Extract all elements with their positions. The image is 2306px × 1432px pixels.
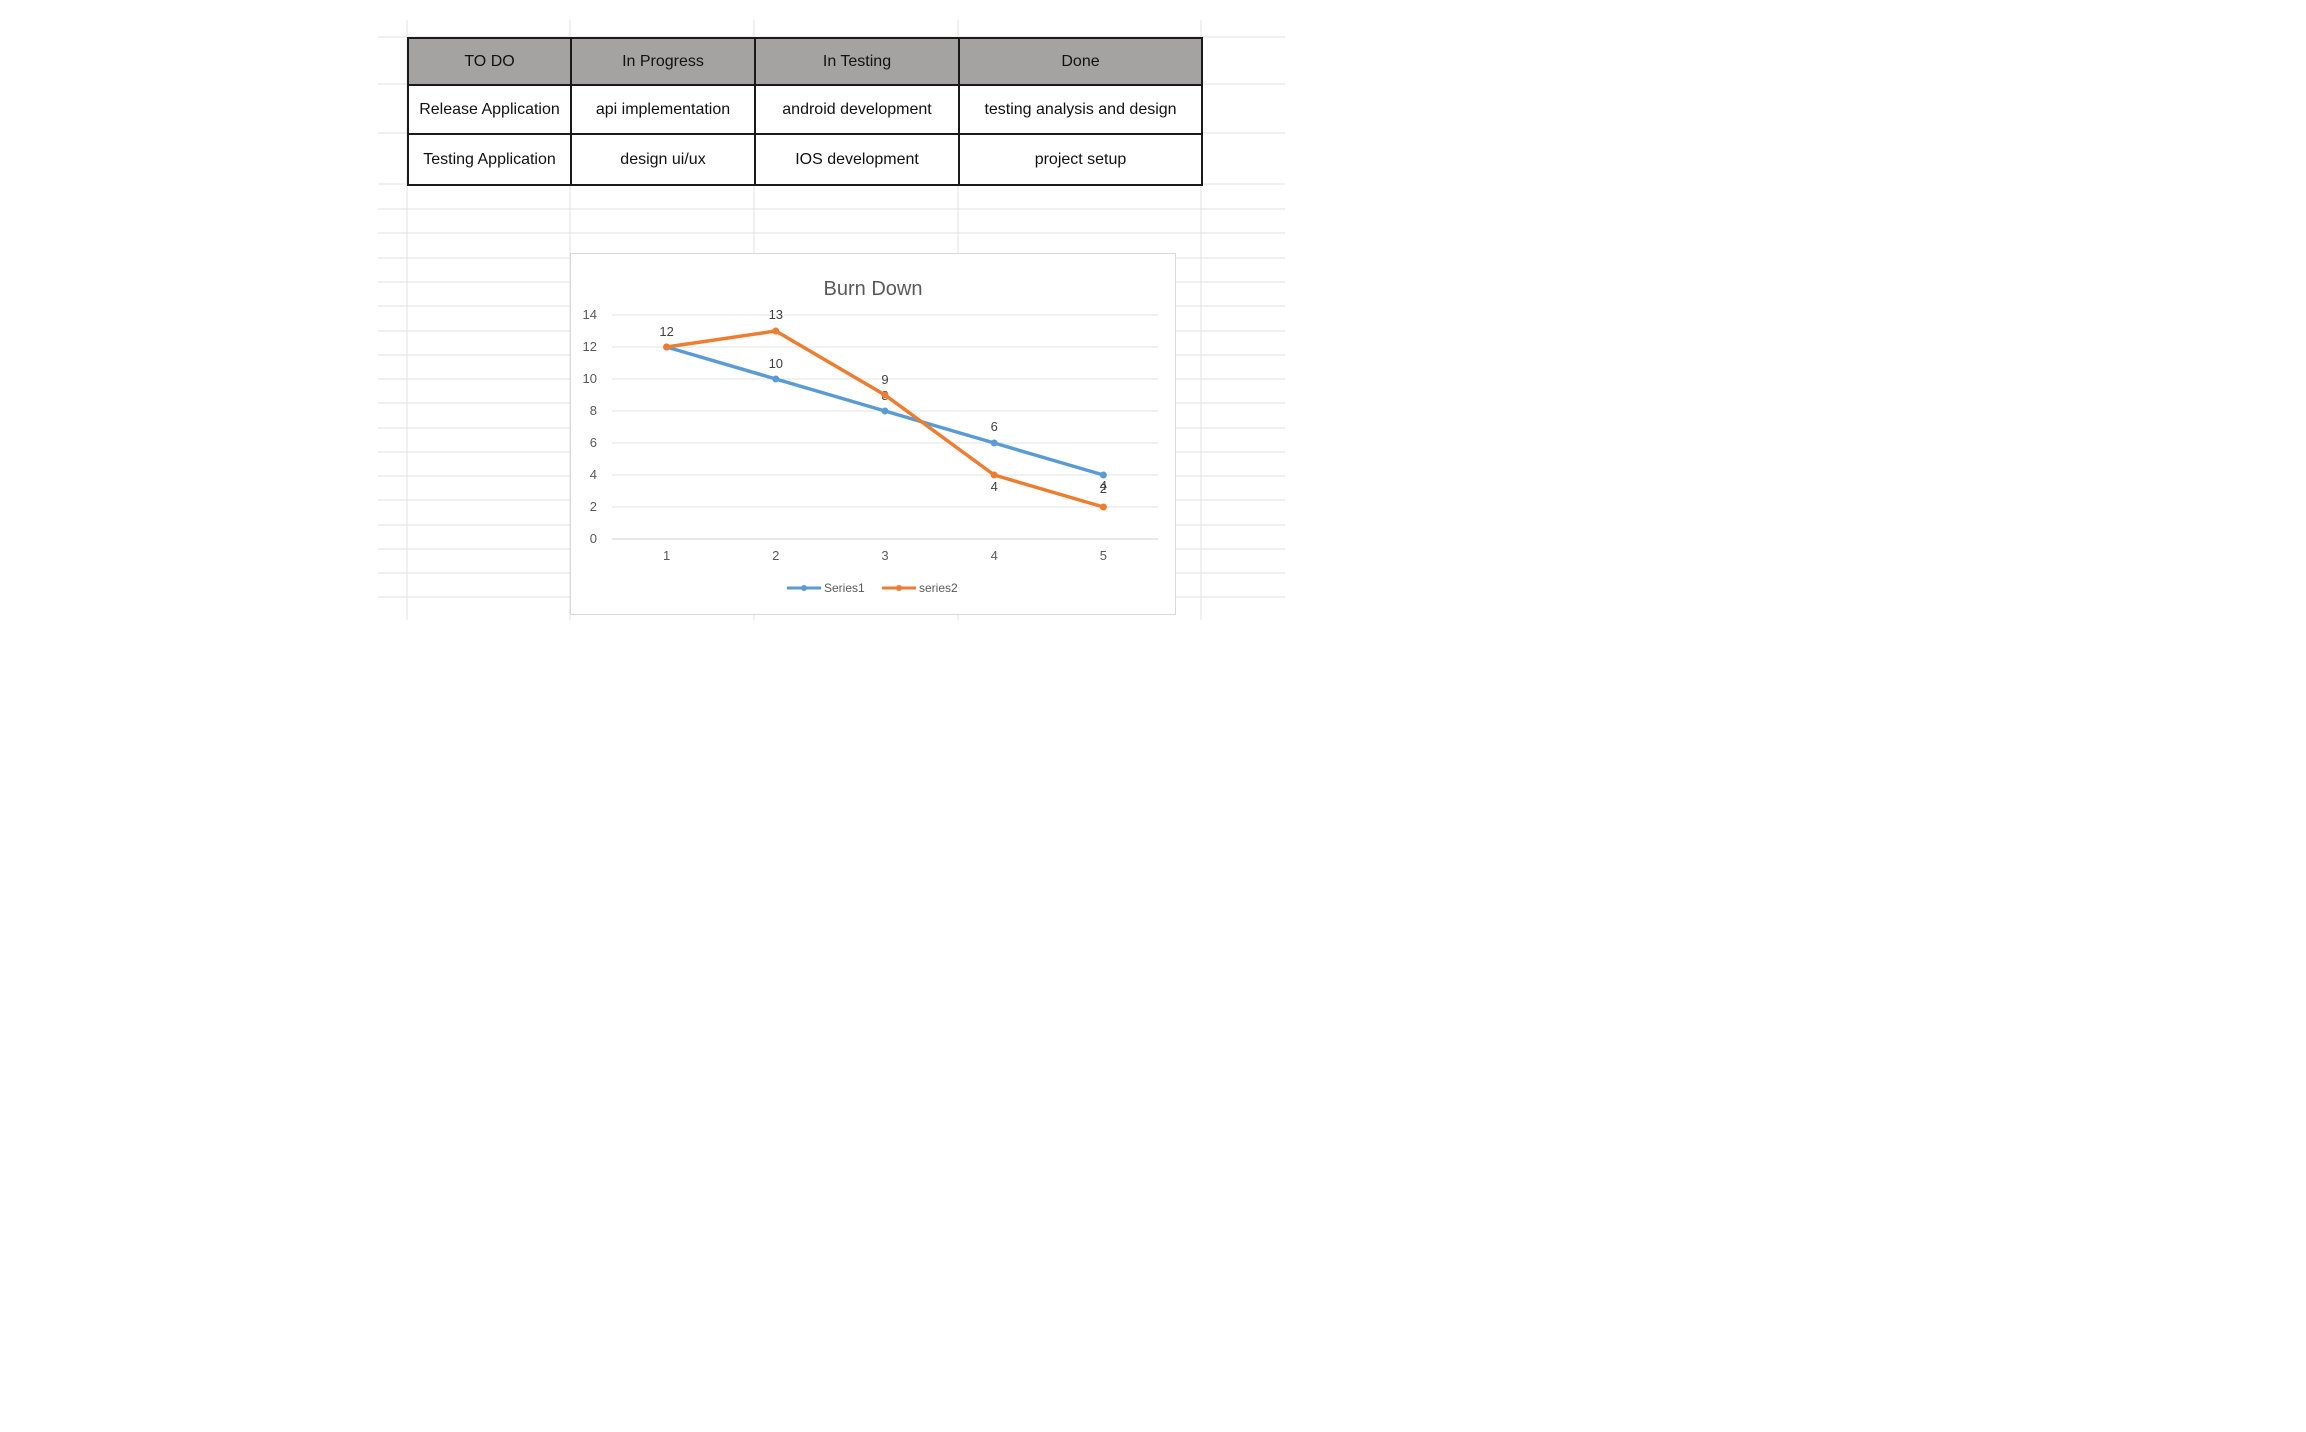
- table-cell[interactable]: Release Application: [407, 84, 572, 135]
- y-tick-label: 0: [590, 531, 597, 546]
- legend-label: Series1: [824, 581, 865, 595]
- data-point: [881, 407, 889, 415]
- table-cell[interactable]: android development: [754, 84, 960, 135]
- data-label: 10: [769, 356, 783, 371]
- legend-swatch-marker: [896, 585, 902, 591]
- data-point: [772, 327, 780, 335]
- y-tick-label: 8: [590, 403, 597, 418]
- table-cell[interactable]: design ui/ux: [570, 133, 756, 186]
- data-label: 2: [1100, 481, 1107, 496]
- x-tick-label: 5: [1100, 548, 1107, 563]
- x-tick-label: 3: [881, 548, 888, 563]
- header-cell-in-progress[interactable]: In Progress: [570, 37, 756, 86]
- data-label: 6: [991, 419, 998, 434]
- legend-swatch-marker: [801, 585, 807, 591]
- data-label: 13: [769, 307, 783, 322]
- data-point: [990, 471, 998, 479]
- table-cell[interactable]: Testing Application: [407, 133, 572, 186]
- table-header-row: TO DO In Progress In Testing Done: [407, 37, 1203, 86]
- header-cell-in-testing[interactable]: In Testing: [754, 37, 960, 86]
- data-point: [990, 439, 998, 447]
- data-point: [881, 391, 889, 399]
- data-label: 4: [1100, 478, 1107, 493]
- y-tick-label: 2: [590, 499, 597, 514]
- header-cell-done[interactable]: Done: [958, 37, 1203, 86]
- header-cell-todo[interactable]: TO DO: [407, 37, 572, 86]
- table-cell[interactable]: project setup: [958, 133, 1203, 186]
- y-tick-label: 4: [590, 467, 597, 482]
- y-tick-label: 14: [583, 307, 597, 322]
- x-tick-label: 1: [663, 548, 670, 563]
- legend-label: series2: [919, 581, 958, 595]
- data-point: [663, 343, 671, 351]
- table-cell[interactable]: testing analysis and design: [958, 84, 1203, 135]
- data-label: 9: [881, 372, 888, 387]
- data-point: [1099, 471, 1107, 479]
- table-cell[interactable]: IOS development: [754, 133, 960, 186]
- data-point: [1099, 503, 1107, 511]
- data-label: 4: [991, 479, 998, 494]
- burn-down-chart[interactable]: Burn Down0246810121412345121086413942Ser…: [570, 253, 1176, 615]
- chart-title: Burn Down: [824, 278, 923, 300]
- series-line-2: [666, 329, 1104, 509]
- data-point: [772, 375, 780, 383]
- table-cell[interactable]: api implementation: [570, 84, 756, 135]
- chart-canvas: Burn Down0246810121412345121086413942Ser…: [583, 278, 1158, 595]
- task-board-table: TO DO In Progress In Testing Done Releas…: [407, 37, 1203, 186]
- y-tick-label: 10: [583, 371, 597, 386]
- table-row: Release Application api implementation a…: [407, 84, 1203, 135]
- table-row: Testing Application design ui/ux IOS dev…: [407, 133, 1203, 186]
- data-label: 12: [659, 324, 673, 339]
- y-tick-label: 12: [583, 339, 597, 354]
- x-tick-label: 2: [772, 548, 779, 563]
- y-tick-label: 6: [590, 435, 597, 450]
- x-tick-label: 4: [991, 548, 998, 563]
